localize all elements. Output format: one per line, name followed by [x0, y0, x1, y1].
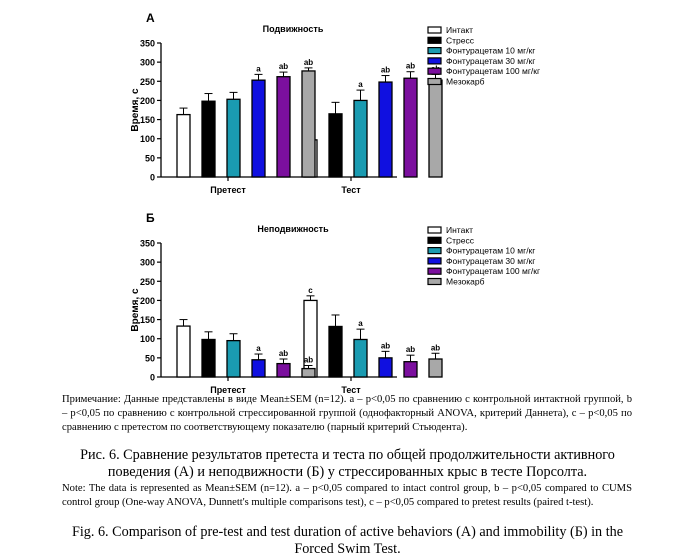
legend-entry: Мезокарб	[446, 77, 485, 87]
bar	[201, 338, 216, 378]
legend-entry: Стресс	[446, 235, 475, 245]
bar	[328, 325, 343, 378]
chart-panel-a: А Подвижность Время, с 0 50 100 150 200 250 300 35…	[130, 11, 540, 195]
y-tick-label: 150	[140, 315, 155, 325]
bar	[428, 358, 443, 378]
significance-label: a	[256, 344, 261, 353]
y-tick-label: 200	[140, 296, 155, 306]
significance-label: ab	[406, 345, 415, 354]
bar	[378, 357, 393, 378]
legend-entry: Стресс	[446, 35, 475, 45]
y-axis-label: Время, с	[130, 288, 141, 332]
significance-label: a	[256, 64, 261, 73]
bar	[301, 367, 316, 378]
chart-title: Неподвижность	[257, 224, 329, 234]
bar	[403, 77, 418, 178]
y-tick-label: 150	[140, 115, 155, 125]
y-axis-label: Время, с	[130, 88, 141, 132]
chart-panel-b: Б Неподвижность Время, с 0 50 100 150 200 250 300…	[130, 211, 540, 395]
legend-swatch	[427, 267, 442, 275]
y-tick-label: 100	[140, 134, 155, 144]
chart-title: Подвижность	[263, 24, 324, 34]
y-tick-label: 300	[140, 58, 155, 68]
legend-entry: Фонтурацетам 100 мг/кг	[446, 266, 540, 276]
bar	[226, 98, 241, 178]
bar	[328, 113, 343, 178]
legend-entry: Фонтурацетам 100 мг/кг	[446, 66, 540, 76]
bar	[378, 81, 393, 178]
significance-label: c	[308, 286, 313, 295]
bar	[251, 79, 266, 178]
bar	[276, 76, 291, 178]
legend-entry: Интакт	[446, 225, 473, 235]
significance-label: ab	[381, 66, 390, 75]
y-tick-label: 250	[140, 277, 155, 287]
bar	[403, 361, 418, 378]
legend-swatch	[427, 257, 442, 265]
significance-label: ab	[279, 349, 288, 358]
y-tick-label: 0	[150, 373, 155, 383]
legend-entry: Фонтурацетам 30 мг/кг	[446, 56, 535, 66]
bar	[201, 100, 216, 178]
significance-label: ab	[304, 58, 313, 67]
bar	[176, 325, 191, 378]
y-tick-label: 0	[150, 173, 155, 183]
y-tick-label: 350	[140, 239, 155, 249]
bar	[176, 113, 191, 178]
legend-entry: Мезокарб	[446, 277, 485, 287]
significance-label: ab	[431, 343, 440, 352]
x-tick-label: Претест	[210, 385, 246, 395]
y-tick-label: 200	[140, 96, 155, 106]
legend-swatch	[427, 236, 442, 244]
y-tick-label: 300	[140, 258, 155, 268]
bar	[301, 70, 316, 178]
bar	[226, 339, 241, 378]
legend-swatch	[427, 26, 442, 34]
panel-letter: А	[146, 11, 155, 25]
legend-entry: Фонтурацетам 10 мг/кг	[446, 246, 535, 256]
note-english: Note: The data is represented as Mean±SE…	[62, 483, 632, 508]
significance-label: ab	[279, 62, 288, 71]
significance-label: ab	[304, 356, 313, 365]
legend-swatch	[427, 57, 442, 65]
significance-label: a	[358, 319, 363, 328]
bar	[353, 99, 368, 178]
legend-entry: Интакт	[446, 25, 473, 35]
figure-caption-english: Fig. 6. Comparison of pre-test and test …	[71, 524, 624, 557]
legend-swatch	[427, 67, 442, 75]
y-tick-label: 100	[140, 334, 155, 344]
significance-label: ab	[381, 341, 390, 350]
legend-swatch	[427, 246, 442, 255]
bar	[276, 362, 291, 378]
bar	[251, 359, 266, 378]
x-tick-label: Тест	[341, 185, 361, 195]
legend-swatch	[427, 46, 442, 55]
legend-swatch	[427, 226, 442, 234]
legend-entry: Фонтурацетам 30 мг/кг	[446, 256, 535, 266]
legend-swatch	[427, 77, 442, 86]
figure-caption-russian: Рис. 6. Сравнение результатов претеста и…	[80, 447, 615, 480]
panel-letter: Б	[146, 211, 155, 225]
y-tick-label: 350	[140, 39, 155, 49]
significance-label: a	[358, 80, 363, 89]
significance-label: ab	[406, 62, 415, 71]
legend-swatch	[427, 36, 442, 44]
y-tick-label: 50	[145, 153, 155, 163]
x-tick-label: Претест	[210, 185, 246, 195]
x-tick-label: Тест	[341, 385, 361, 395]
y-tick-label: 250	[140, 77, 155, 87]
legend-swatch	[427, 277, 442, 286]
bar	[353, 338, 368, 378]
note-russian: Примечание: Данные представлены в виде M…	[62, 394, 632, 433]
legend-entry: Фонтурацетам 10 мг/кг	[446, 46, 535, 56]
y-tick-label: 50	[145, 353, 155, 363]
bar	[428, 79, 443, 178]
